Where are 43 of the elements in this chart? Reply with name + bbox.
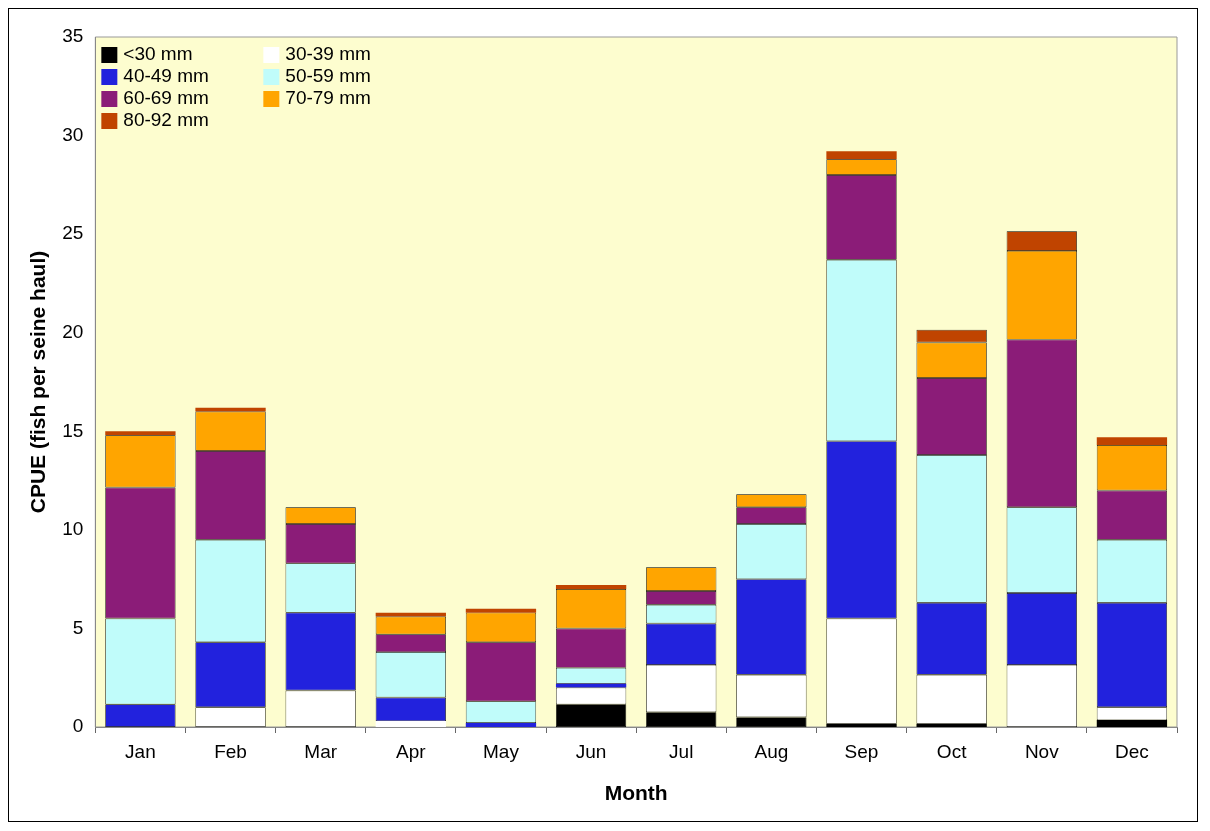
legend-label: 40-49 mm (123, 65, 209, 87)
legend-label: <30 mm (123, 43, 193, 65)
legend-label: 60-69 mm (123, 87, 209, 109)
bar (105, 431, 176, 436)
legend-label: 30-39 mm (285, 43, 371, 65)
bar (646, 712, 717, 727)
legend-label: 80-92 mm (123, 109, 209, 131)
x-tick-label: Sep (844, 740, 879, 762)
bar (375, 612, 446, 617)
bar (465, 723, 537, 727)
x-tick-label: Apr (396, 740, 427, 762)
x-tick-label: Nov (1024, 740, 1060, 762)
y-tick-label: 30 (62, 123, 84, 145)
bar (195, 407, 266, 412)
x-tick-label: Jun (575, 740, 607, 762)
y-tick-label: 20 (62, 320, 84, 342)
x-tick-label: Mar (304, 740, 338, 762)
x-tick-label: Dec (1115, 740, 1149, 762)
y-tick-label: 0 (72, 715, 84, 737)
bar (555, 585, 627, 589)
bar (826, 724, 897, 727)
legend-label: 50-59 mm (285, 65, 371, 87)
y-axis-title: CPUE (fish per seine haul) (26, 250, 50, 514)
x-tick-label: May (483, 740, 520, 762)
bar (375, 721, 446, 727)
y-tick-label: 15 (62, 419, 84, 441)
bar (1096, 437, 1168, 446)
x-tick-label: Jul (669, 740, 694, 762)
x-tick-label: Oct (936, 740, 968, 762)
x-tick-label: Aug (754, 740, 789, 762)
bar (465, 608, 537, 613)
bar (826, 151, 897, 160)
y-tick-label: 35 (62, 25, 84, 47)
x-tick-label: Feb (214, 740, 247, 762)
y-tick-label: 25 (62, 222, 84, 244)
bar (555, 683, 627, 688)
y-tick-label: 10 (62, 518, 84, 540)
bar (736, 717, 807, 727)
x-axis-title: Month (604, 781, 668, 805)
x-tick-label: Jan (125, 740, 156, 762)
bar (916, 724, 987, 727)
y-tick-label: 5 (72, 616, 84, 638)
legend-label: 70-79 mm (285, 87, 371, 109)
